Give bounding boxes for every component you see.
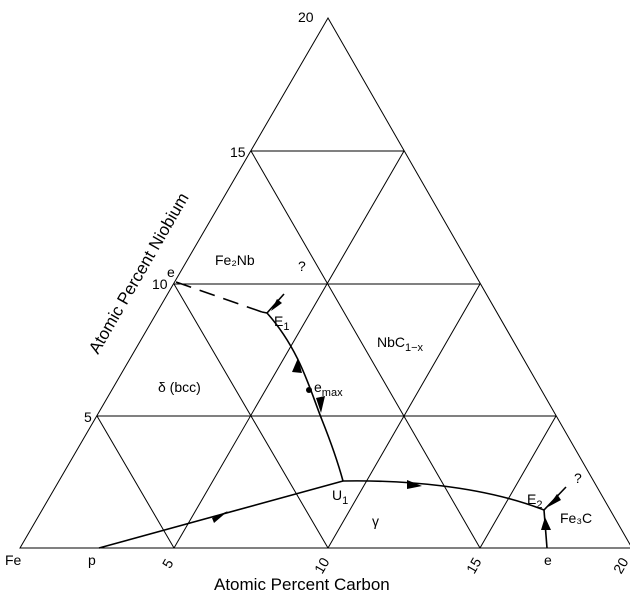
arrow-u1-e2 bbox=[407, 480, 422, 489]
c-tick-5: 5 bbox=[159, 556, 177, 571]
point-u1-label: U1 bbox=[332, 487, 348, 507]
delta-nbc-boundary bbox=[266, 312, 344, 482]
arrow-q2 bbox=[548, 494, 561, 507]
point-e-bottom-label: e bbox=[544, 552, 552, 568]
carbon-axis-title: Atomic Percent Carbon bbox=[214, 575, 390, 594]
niobium-axis-title: Atomic Percent Niobium bbox=[85, 190, 193, 357]
fe2nb-delta-boundary bbox=[175, 281, 263, 313]
arrow-q1 bbox=[271, 299, 282, 311]
nb-tick-5: 5 bbox=[84, 409, 92, 425]
point-p-label: p bbox=[88, 552, 96, 568]
arrow-p-u1 bbox=[212, 511, 228, 523]
emax-point bbox=[306, 387, 312, 393]
gridline-c-5 bbox=[173, 150, 405, 549]
c-tick-10: 10 bbox=[311, 555, 333, 577]
corner-fe-label: Fe bbox=[5, 552, 22, 568]
nb-tick-15: 15 bbox=[230, 144, 246, 160]
e1-junction bbox=[261, 311, 268, 314]
phase-delta-label: δ (bcc) bbox=[158, 379, 201, 395]
arrow-emax-up bbox=[292, 358, 302, 373]
gridline-c-15 bbox=[479, 415, 557, 549]
gridline-fe-c bbox=[250, 150, 481, 549]
c-tick-15: 15 bbox=[463, 555, 485, 577]
arrow-emax-down bbox=[316, 396, 325, 413]
phase-nbc-label: NbC1−x bbox=[377, 334, 424, 354]
gridline-fe-a bbox=[96, 415, 175, 549]
phase-gamma-label: γ bbox=[372, 513, 379, 529]
gamma-nbc-boundary bbox=[342, 480, 545, 511]
gridline-fe-b bbox=[173, 283, 329, 549]
nb-tick-10: 10 bbox=[152, 276, 168, 292]
c-tick-20: 20 bbox=[610, 555, 630, 577]
point-q2-label: ? bbox=[574, 470, 582, 486]
arrow-e-e2 bbox=[541, 517, 551, 530]
phase-fe2nb-label: Fe₂Nb bbox=[215, 252, 255, 268]
triangle-grid bbox=[19, 17, 630, 549]
point-e-left-label: e bbox=[167, 264, 175, 280]
point-q1-label: ? bbox=[298, 258, 306, 274]
point-e1-label: E1 bbox=[274, 313, 289, 333]
corner-top-label: 20 bbox=[298, 9, 314, 25]
phase-fe3c-label: Fe₃C bbox=[560, 510, 592, 526]
point-e2-label: E2 bbox=[527, 491, 542, 511]
point-emax-label: emax bbox=[314, 379, 343, 399]
outer-triangle bbox=[19, 17, 630, 549]
